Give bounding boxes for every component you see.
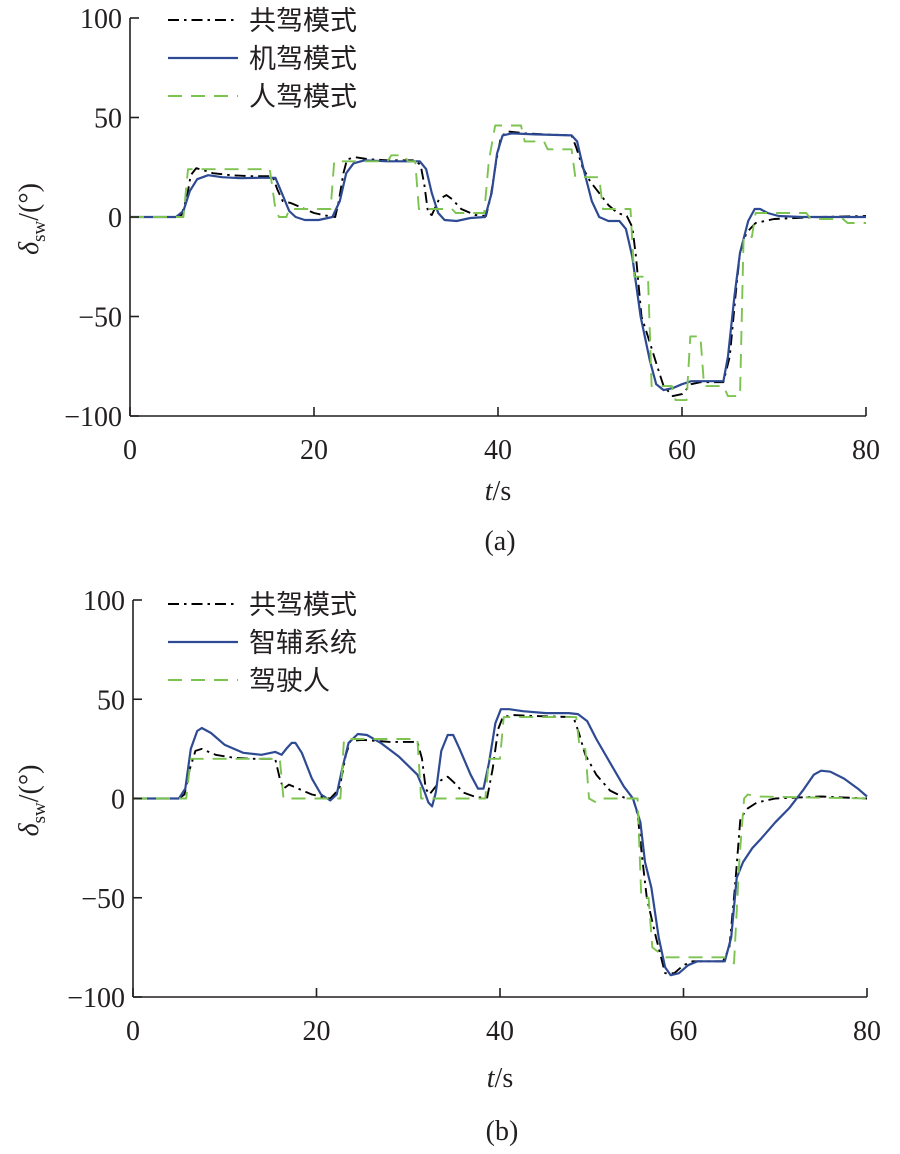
y-tick-label: 0 xyxy=(108,203,122,234)
legend-label: 共驾模式 xyxy=(249,590,357,621)
series-line-2 xyxy=(130,132,866,392)
x-tick-label: 20 xyxy=(303,1016,331,1047)
x-tick-label: 0 xyxy=(126,1016,140,1047)
x-tick-label: 40 xyxy=(484,435,512,466)
legend-label: 人驾模式 xyxy=(249,82,357,113)
x-axis-title: t/s xyxy=(485,476,511,507)
y-tick-label: −50 xyxy=(78,303,122,334)
series-line-2 xyxy=(133,708,868,977)
series-line-3 xyxy=(133,716,868,965)
y-tick-label: −100 xyxy=(67,983,125,1014)
y-axis-title: δsw/(°) xyxy=(14,765,50,837)
x-tick-label: 60 xyxy=(670,1016,698,1047)
chart-panel-b: −100 −50 0 50 100 0 20 40 60 80 t/s δsw/(°) 共驾模式智辅系统… xyxy=(14,586,881,1147)
legend-label: 共驾模式 xyxy=(249,6,357,37)
y-tick-label: 100 xyxy=(83,586,125,617)
y-tick-label: −100 xyxy=(64,402,122,433)
x-tick-label: 20 xyxy=(300,435,328,466)
y-tick-label: 50 xyxy=(97,685,125,716)
legend-label: 智辅系统 xyxy=(249,628,357,659)
y-axis-title: δsw/(°) xyxy=(14,183,50,255)
series-line-1 xyxy=(133,714,868,975)
chart-caption: (b) xyxy=(486,1116,519,1147)
chart-panel-a: −100 −50 0 50 100 0 20 40 60 80 t/s δsw/(°) 共驾模式机驾模式… xyxy=(14,4,880,557)
x-tick-label: 60 xyxy=(668,435,696,466)
series-line-1 xyxy=(130,130,867,398)
y-tick-label: 50 xyxy=(94,104,122,135)
y-tick-label: 100 xyxy=(80,4,122,35)
x-tick-label: 80 xyxy=(853,1016,881,1047)
chart-caption: (a) xyxy=(484,526,515,557)
x-tick-label: 0 xyxy=(123,435,137,466)
y-tick-label: 0 xyxy=(111,785,125,816)
x-axis-title: t/s xyxy=(487,1063,513,1094)
series-line-3 xyxy=(130,124,866,402)
legend-label: 驾驶人 xyxy=(249,666,330,697)
x-tick-label: 80 xyxy=(852,435,880,466)
x-tick-label: 40 xyxy=(486,1016,514,1047)
legend-label: 机驾模式 xyxy=(249,44,357,75)
y-tick-label: −50 xyxy=(81,884,125,915)
